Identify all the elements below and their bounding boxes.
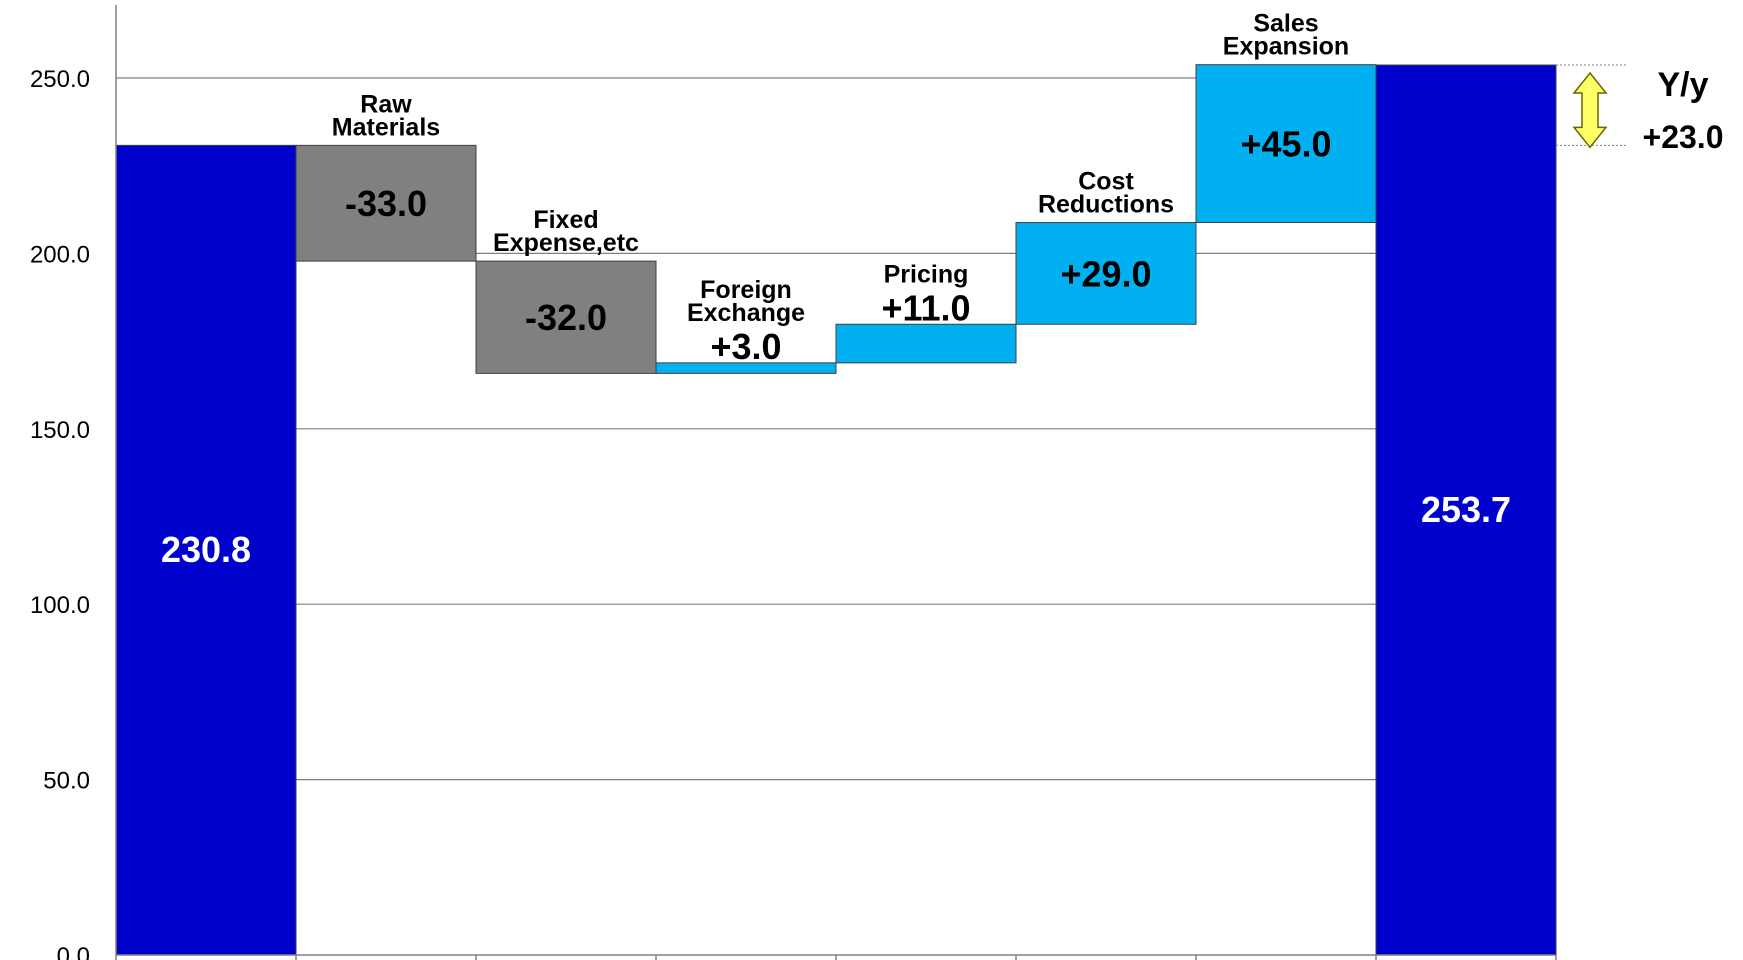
category-label: Pricing <box>884 260 969 288</box>
waterfall-bar <box>475 260 657 374</box>
category-label: Expansion <box>1223 33 1349 61</box>
category-label: Sales <box>1253 10 1318 38</box>
yoy-arrow-icon <box>1572 71 1608 149</box>
category-label: Foreign <box>700 276 792 304</box>
data-label: 253.7 <box>1421 489 1511 530</box>
data-label: +3.0 <box>710 326 781 367</box>
waterfall-bar <box>835 323 1017 364</box>
data-label: -32.0 <box>525 297 607 338</box>
data-label: +11.0 <box>881 287 970 328</box>
total-bar <box>1375 64 1557 956</box>
waterfall-bar <box>295 144 477 262</box>
category-label: Fixed <box>533 206 598 234</box>
yoy-title: Y/y <box>1657 66 1708 104</box>
waterfall-bar <box>1195 64 1377 224</box>
waterfall-bar <box>1015 222 1197 325</box>
y-tick-label: 100.0 <box>30 592 90 619</box>
category-label: Materials <box>332 113 440 141</box>
y-tick-label: 200.0 <box>30 241 90 268</box>
total-bar <box>115 144 297 956</box>
category-label: Exchange <box>687 299 805 327</box>
data-label: 230.8 <box>161 529 251 570</box>
y-tick-label: 0.0 <box>57 943 90 960</box>
category-label: Reductions <box>1038 191 1174 219</box>
data-label: +45.0 <box>1240 124 1331 165</box>
y-tick-label: 50.0 <box>43 768 90 795</box>
category-label: Cost <box>1078 168 1134 196</box>
data-label: +29.0 <box>1060 253 1151 294</box>
waterfall-bar <box>655 362 837 374</box>
y-tick-label: 150.0 <box>30 417 90 444</box>
y-tick-label: 250.0 <box>30 66 90 93</box>
category-label: Raw <box>360 90 412 118</box>
category-label: Expense,etc <box>493 229 639 257</box>
data-label: -33.0 <box>345 183 427 224</box>
yoy-value: +23.0 <box>1643 119 1724 155</box>
